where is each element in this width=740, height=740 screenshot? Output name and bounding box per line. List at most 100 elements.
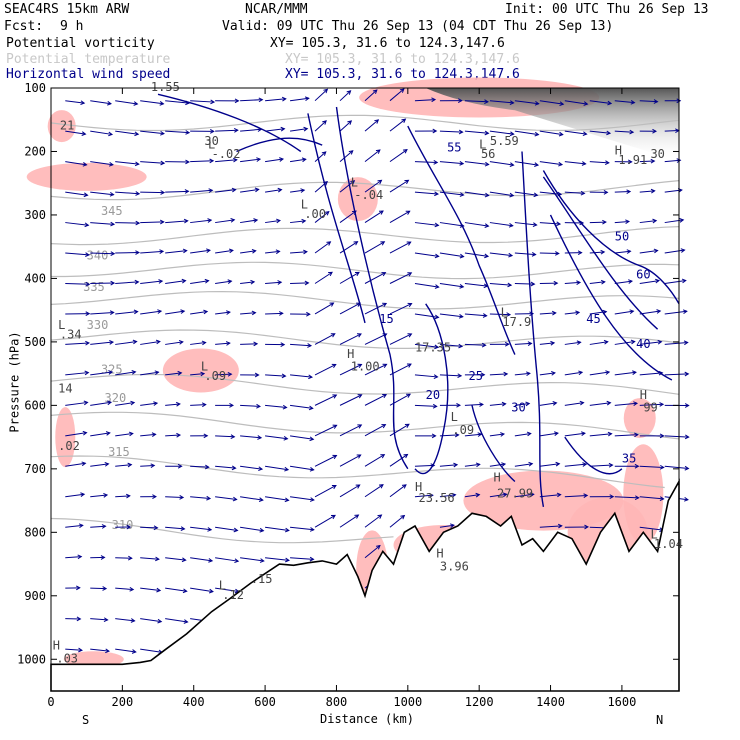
wind-speed-contour [335, 106, 409, 470]
wind-vector-head [126, 524, 132, 530]
wind-vector [364, 241, 385, 254]
wind-vector [140, 221, 164, 224]
wind-vector [514, 252, 536, 256]
extremum-annotation: H [53, 639, 60, 653]
wind-vector-head [156, 587, 162, 593]
wind-vector-head [501, 401, 507, 407]
wind-vector-head [109, 340, 115, 345]
wind-vector-head [323, 180, 328, 186]
wind-vector [414, 494, 433, 498]
extremum-annotation: .34 [60, 328, 82, 342]
wind-vector [215, 219, 235, 224]
wind-vector-head [104, 461, 110, 467]
theta-contour [50, 226, 680, 246]
wind-speed-contour [236, 137, 323, 153]
wind-vector-head [377, 514, 383, 519]
wind-vector-head [85, 281, 91, 287]
wind-vector-head [231, 465, 237, 471]
y-tick-label: 200 [24, 144, 46, 158]
wind-vector-head [577, 250, 583, 256]
wind-vector-head [308, 374, 314, 380]
wind-vector-head [453, 462, 459, 468]
wind-vector-head [85, 252, 90, 257]
wind-vector-head [684, 371, 690, 377]
wind-vectors-layer [65, 88, 690, 655]
wind-vector-head [232, 157, 238, 163]
wind-vector [414, 222, 439, 226]
wind-vector [639, 465, 664, 468]
wind-vector-head [78, 523, 84, 529]
wind-vector-head [280, 342, 286, 347]
wind-vector [339, 302, 361, 315]
wind-vector [289, 465, 314, 471]
wind-vector [339, 271, 360, 284]
wind-vector [639, 160, 655, 163]
wind-vector [215, 129, 238, 132]
wind-vector [339, 424, 362, 437]
wind-vector-head [484, 99, 489, 104]
wind-vector [489, 100, 514, 104]
wind-vector-head [579, 220, 585, 226]
wind-vector [314, 364, 336, 376]
wind-vector [90, 648, 110, 652]
wind-vector-head [576, 280, 582, 285]
wind-vector [439, 222, 464, 227]
wind-vector [489, 403, 506, 406]
wind-vector-head [281, 373, 287, 379]
wind-vector-head [559, 101, 565, 107]
wind-speed-contour [307, 113, 366, 324]
wind-vector [115, 100, 138, 105]
wind-vector [589, 311, 607, 315]
wind-vector [389, 118, 406, 132]
wind-vector-head [380, 454, 386, 459]
wind-vector [389, 515, 405, 528]
wind-vector [314, 424, 337, 437]
wind-vector-head [201, 340, 207, 346]
wind-vector [140, 587, 161, 591]
wind-vector [265, 374, 286, 377]
wind-vector-head [134, 131, 140, 137]
wind-vector [215, 342, 230, 345]
wind-vector-head [380, 241, 386, 246]
wind-vector-head [557, 523, 563, 529]
wind-vector [215, 159, 237, 163]
wind-vector-head [407, 272, 413, 277]
wind-vector [614, 280, 633, 284]
wind-vector-head [131, 370, 137, 375]
wind-vector [240, 250, 256, 254]
wind-vector-head [175, 401, 181, 407]
wind-vector [539, 342, 555, 345]
wind-vector [90, 311, 114, 315]
wind-vector-head [550, 340, 556, 346]
wind-vector-head [576, 340, 582, 346]
wind-vector-head [659, 496, 665, 501]
wind-vector [140, 100, 164, 105]
wind-vector [414, 283, 439, 288]
wind-vector [314, 394, 337, 406]
extremum-annotation: L [650, 528, 657, 542]
x-tick-label: 400 [183, 695, 205, 709]
wind-vector [165, 557, 186, 561]
wind-vector [364, 89, 378, 102]
wind-vector [290, 404, 313, 409]
wind-vector [140, 557, 159, 560]
wind-vector [240, 526, 264, 532]
wind-vector-head [503, 371, 509, 377]
wind-vector-head [509, 131, 515, 137]
wind-vector-head [257, 127, 263, 132]
wind-vector [564, 463, 587, 467]
wind-vector [140, 280, 163, 284]
extremum-annotation: H [493, 471, 500, 485]
wind-vector [65, 648, 82, 651]
wind-vector-head [82, 430, 88, 436]
extremum-annotation: L [201, 359, 208, 373]
wind-vector [90, 371, 113, 376]
wind-vector-head [329, 302, 335, 307]
wind-vector-head [281, 96, 287, 102]
wind-vector-head [502, 492, 508, 498]
wind-vector [489, 222, 513, 227]
wind-vector-head [277, 280, 283, 285]
extremum-annotation: 1.91 [618, 153, 647, 167]
wind-vector-head [133, 101, 139, 106]
